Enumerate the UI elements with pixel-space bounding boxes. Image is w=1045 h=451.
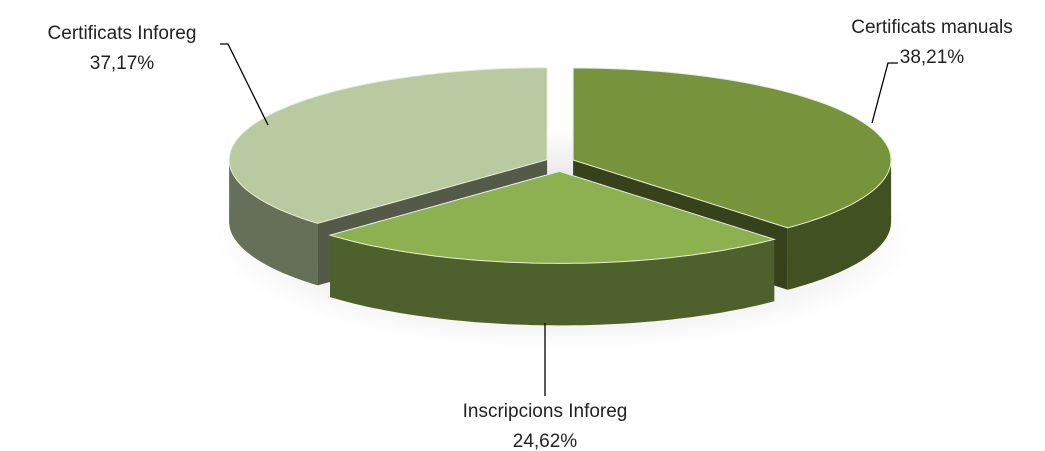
slice-side — [330, 235, 775, 326]
pie — [228, 67, 892, 326]
slice-side — [787, 160, 892, 290]
leader-line — [871, 62, 898, 124]
slice — [328, 170, 777, 326]
data-label-name: Inscripcions Inforeg — [463, 401, 628, 422]
data-label-value: 37,17% — [90, 53, 155, 74]
data-label-name: Certificats Inforeg — [48, 23, 197, 44]
leader-line — [220, 43, 269, 126]
slice-side — [229, 159, 318, 286]
data-label-name: Certificats manuals — [851, 17, 1013, 38]
data-label-value: 24,62% — [513, 431, 578, 451]
data-label-value: 38,21% — [900, 47, 965, 68]
slice-top — [228, 67, 548, 224]
slice-top — [572, 67, 892, 229]
slice-top — [328, 170, 777, 264]
labels: Certificats manuals 38,21% Inscripcions In… — [48, 17, 1013, 451]
